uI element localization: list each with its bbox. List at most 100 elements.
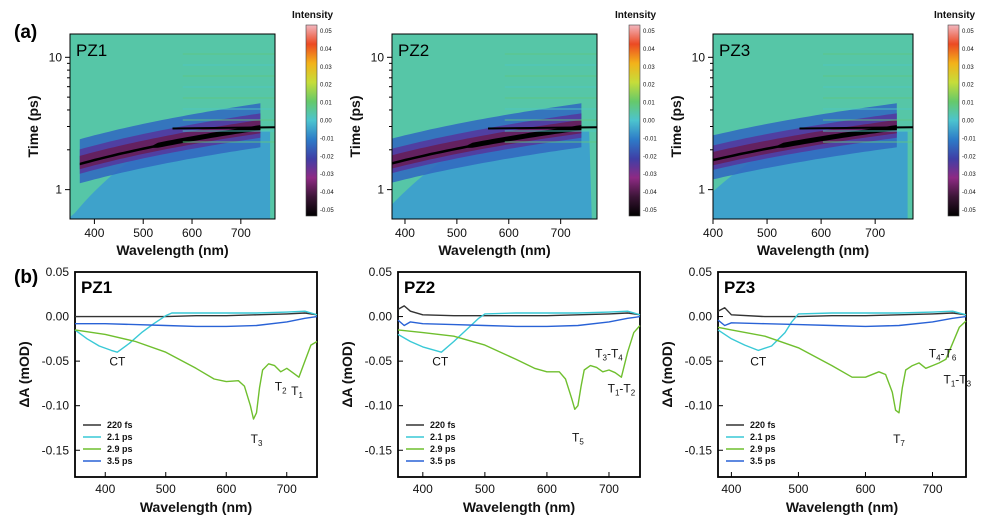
- series-line-2.9-ps: [74, 329, 318, 420]
- y-tick-label: -0.05: [365, 354, 393, 368]
- colorbar-tick-label: 0.02: [643, 83, 655, 89]
- peak-annotation: T1-T3: [943, 372, 971, 388]
- colorbar-tick-label: 0.05: [962, 29, 974, 35]
- colorbar-tick-label: 0.03: [962, 65, 974, 71]
- heatmap-body: [392, 34, 597, 219]
- y-tick-label: -0.10: [365, 399, 393, 413]
- heatmap-early-region: [392, 131, 592, 219]
- peak-annotation: CT: [109, 355, 126, 369]
- colorbar-tick-label: 0.02: [962, 83, 974, 89]
- legend-label: 2.1 ps: [750, 432, 776, 442]
- y-tick-label: -0.10: [685, 399, 713, 413]
- series-line-2.1-ps: [397, 310, 641, 353]
- series-line-3.5-ps: [75, 315, 318, 328]
- y-tick-label: 10: [371, 50, 385, 64]
- colorbar-title: Intensity: [934, 10, 976, 21]
- x-tick-label: 600: [216, 482, 236, 496]
- series-line-2.1-ps: [717, 310, 967, 352]
- colorbar-tick-label: -0.05: [643, 208, 657, 214]
- plot-title: PZ2: [404, 278, 435, 297]
- colorbar-tick-label: 0.00: [320, 119, 332, 125]
- colorbar-title: Intensity: [615, 10, 657, 21]
- x-tick-label: 400: [413, 482, 433, 496]
- peak-annotation: T4-T6: [929, 347, 957, 363]
- legend-label: 2.1 ps: [430, 432, 456, 442]
- x-tick-label: 500: [788, 482, 808, 496]
- x-tick-label: 500: [475, 482, 495, 496]
- colorbar-tick-label: -0.02: [643, 154, 657, 160]
- x-tick-label: 400: [84, 226, 104, 240]
- x-tick-label: 400: [703, 226, 723, 240]
- y-tick-label: 0.05: [689, 265, 713, 279]
- colorbar-tick-label: -0.04: [643, 190, 657, 196]
- legend: 220 fs 2.1 ps 2.9 ps 3.5 ps: [406, 420, 456, 466]
- spectra-pz2: PZ2 0.05 0.00 -0.05 -0.10 -0.15 400 500 600 700 Wa…: [339, 265, 641, 515]
- y-tick-label: 0.00: [369, 310, 393, 324]
- legend: 220 fs 2.1 ps 2.9 ps 3.5 ps: [726, 420, 776, 466]
- y-tick-label: 10: [49, 50, 63, 64]
- y-axis-label: Time (ps): [668, 96, 684, 158]
- x-tick-label: 700: [865, 226, 885, 240]
- colorbar-scale: [305, 24, 318, 217]
- x-tick-label: 400: [721, 482, 741, 496]
- colorbar-tick-label: 0.00: [643, 119, 655, 125]
- heatmap-ridge: [799, 126, 913, 130]
- plot-frame: [717, 271, 967, 478]
- heatmap-ridge: [488, 126, 597, 130]
- x-tick-label: 500: [156, 482, 176, 496]
- colorbar-tick-label: -0.04: [962, 190, 976, 196]
- y-tick-label: 1: [698, 183, 705, 197]
- peak-annotation: T1: [291, 384, 303, 400]
- legend-label: 3.5 ps: [430, 456, 456, 466]
- x-axis-label: Wavelength (nm): [140, 499, 252, 515]
- peak-annotation: T1-T2: [608, 381, 636, 397]
- y-tick-label: -0.05: [42, 354, 70, 368]
- x-axis-label: Wavelength (nm): [463, 499, 575, 515]
- colorbar-tick-label: -0.01: [962, 136, 976, 142]
- legend-label: 3.5 ps: [750, 456, 776, 466]
- colorbar-tick-label: 0.02: [320, 83, 332, 89]
- colorbar-tick-label: -0.03: [962, 172, 976, 178]
- x-axis-label: Wavelength (nm): [116, 242, 228, 258]
- y-axis-label: Time (ps): [347, 96, 363, 158]
- colorbar: Intensity 0.05 0.04 0.03 0.02 0.01 0.00 -0.01 -0…: [292, 10, 334, 217]
- x-tick-label: 600: [855, 482, 875, 496]
- legend-label: 220 fs: [430, 420, 456, 430]
- colorbar-scale: [628, 24, 641, 217]
- y-tick-label: 0.00: [46, 310, 70, 324]
- panel-a-label: (a): [14, 22, 37, 43]
- heatmap-band: [713, 125, 897, 162]
- colorbar-tick-label: -0.05: [320, 208, 334, 214]
- x-axis-label: Wavelength (nm): [786, 499, 898, 515]
- colorbar-tick-label: -0.04: [320, 190, 334, 196]
- peak-annotation: T5: [572, 430, 584, 446]
- series-line-220-fs: [75, 312, 318, 318]
- y-tick-label: -0.15: [685, 443, 713, 457]
- colorbar-tick-label: -0.02: [962, 154, 976, 160]
- y-axis-label: ΔA (mOD): [339, 341, 355, 407]
- spectra-pz3: PZ3 0.05 0.00 -0.05 -0.10 -0.15 400 500 600 700 Wa…: [659, 265, 972, 515]
- legend-label: 2.9 ps: [430, 444, 456, 454]
- legend-label: 220 fs: [107, 420, 133, 430]
- colorbar-tick-label: 0.04: [962, 47, 974, 53]
- heatmap-title: PZ3: [719, 41, 750, 60]
- y-tick-label: -0.15: [365, 443, 393, 457]
- colorbar-scale: [947, 24, 960, 217]
- y-axis-label: ΔA (mOD): [659, 341, 675, 407]
- colorbar-tick-label: 0.01: [962, 101, 974, 107]
- series-line-3.5-ps: [397, 315, 641, 328]
- x-tick-label: 400: [395, 226, 415, 240]
- heatmap-title: PZ1: [76, 41, 107, 60]
- x-axis-label: Wavelength (nm): [757, 242, 869, 258]
- heatmap-title: PZ2: [398, 41, 429, 60]
- x-tick-label: 600: [537, 482, 557, 496]
- legend: 220 fs 2.1 ps 2.9 ps 3.5 ps: [83, 420, 133, 466]
- y-tick-label: 10: [692, 50, 706, 64]
- legend-label: 220 fs: [750, 420, 776, 430]
- plot-title: PZ3: [724, 278, 755, 297]
- x-tick-label: 500: [447, 226, 467, 240]
- y-tick-label: 1: [377, 183, 384, 197]
